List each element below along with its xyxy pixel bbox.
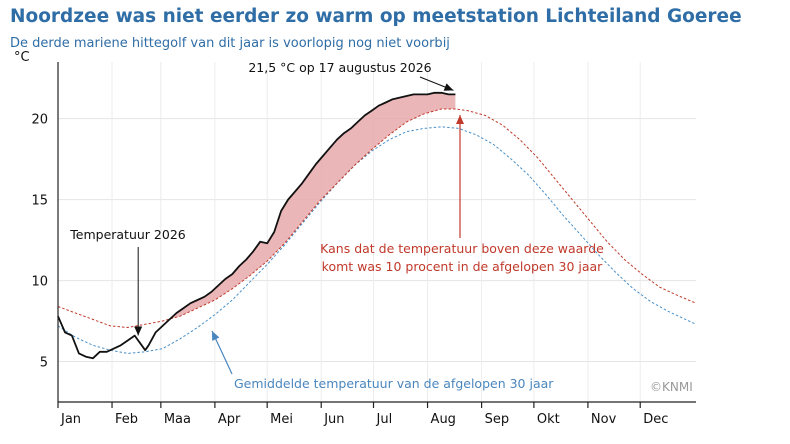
x-tick-label: Nov [591,412,617,427]
credit-label: ©KNMI [650,380,693,394]
x-tick-label: Apr [218,412,241,427]
p90-label-line: Kans dat de temperatuur boven deze waard… [320,241,604,256]
x-tick-label: Feb [115,412,138,427]
max-value-label: 21,5 °C op 17 augustus 2026 [248,60,431,75]
p90-series-line [57,108,697,328]
annotations: 21,5 °C op 17 augustus 2026 Temperatuur 2… [69,60,604,391]
excess-area-segment [170,92,456,319]
y-tick-label: 15 [31,194,48,209]
mean-series-line [57,126,697,354]
chart-title: Noordzee was niet eerder zo warm op meet… [10,6,742,27]
y-tick-label: 5 [40,356,48,371]
x-tick-label: Aug [431,412,456,427]
x-tick-label: Jun [323,412,344,427]
arrow-head [456,114,464,124]
y-unit-label: °C [14,50,30,65]
x-tick-label: Sep [485,412,510,427]
y-tick-label: 10 [31,275,48,290]
temp2026-label: Temperatuur 2026 [69,227,186,242]
mean-label: Gemiddelde temperatuur van de afgelopen … [234,376,554,391]
x-tick-label: Dec [643,412,668,427]
x-tick-label: Mei [270,412,293,427]
arrow-head [443,83,454,91]
x-tick-label: Jan [60,412,81,427]
temp2026-series-line [57,91,456,360]
x-tick-label: Maa [164,412,191,427]
chart-subtitle: De derde mariene hittegolf van dit jaar … [10,36,450,51]
series-lines [57,91,697,360]
axes: 5 10 15 20 Jan Feb Maa Apr Mei Jun Jul Aug Sep Okt Nov… [31,62,696,427]
x-tick-label: Jul [376,412,393,427]
p90-label-line: komt was 10 procent in de afgelopen 30 j… [322,259,604,274]
arrow-head [134,326,143,336]
arrow-head [212,331,220,341]
y-tick-label: 20 [31,113,48,128]
excess-area [170,92,456,319]
x-tick-label: Okt [537,412,560,427]
